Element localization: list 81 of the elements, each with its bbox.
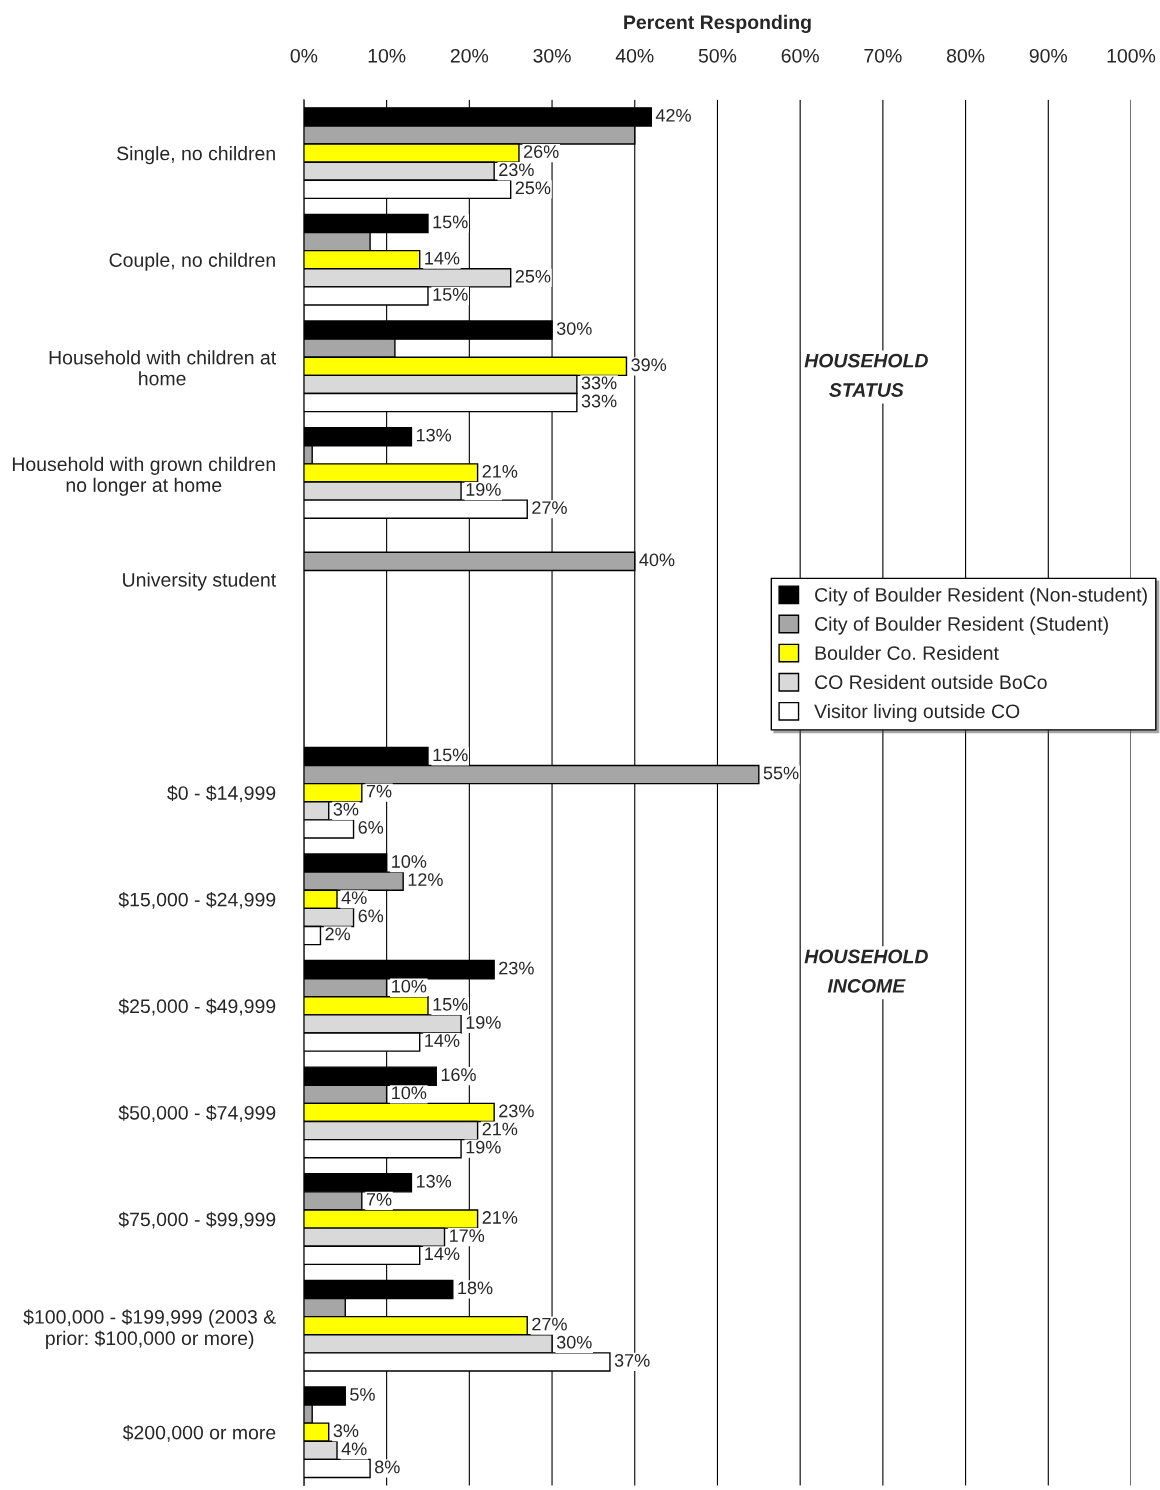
x-tick-label: 0% xyxy=(290,48,318,63)
data-label: 18% xyxy=(458,1281,493,1295)
data-label: 27% xyxy=(532,1317,567,1331)
x-tick-label: 60% xyxy=(781,48,819,63)
data-label: 15% xyxy=(433,748,468,762)
data-label: 8% xyxy=(375,1460,400,1474)
y-tick-label: Household with grown children no longer at home xyxy=(12,456,275,496)
data-label: 21% xyxy=(482,1122,518,1136)
data-label: 30% xyxy=(556,322,592,335)
data-label: 21% xyxy=(482,464,518,478)
data-label: 25% xyxy=(515,269,551,283)
data-label: 12% xyxy=(408,873,443,886)
y-tick-label: Single, no children xyxy=(117,146,275,165)
data-label: 23% xyxy=(499,1104,534,1118)
data-label: 21% xyxy=(482,1211,518,1224)
legend-label: City of Boulder Resident (Non-student) xyxy=(815,587,1147,606)
x-tick-label: 40% xyxy=(615,48,654,63)
legend-label: CO Resident outside BoCo xyxy=(815,674,1047,690)
data-label: 39% xyxy=(631,358,667,372)
x-tick-label: 100% xyxy=(1107,48,1156,63)
annotation: HOUSEHOLD INCOME xyxy=(804,949,928,993)
data-label: 17% xyxy=(450,1229,485,1242)
x-tick-label: 90% xyxy=(1029,48,1068,63)
legend-label: City of Boulder Resident (Student) xyxy=(815,616,1108,635)
data-label: 16% xyxy=(441,1068,476,1082)
data-label: 19% xyxy=(466,1016,501,1029)
y-tick-label: $15,000 - $24,999 xyxy=(118,891,276,909)
data-label: 10% xyxy=(392,979,427,993)
x-tick-label: 10% xyxy=(368,48,406,63)
data-label: 10% xyxy=(392,855,427,868)
data-label: 4% xyxy=(341,891,367,905)
data-label: 23% xyxy=(499,961,534,975)
data-label: 37% xyxy=(614,1353,650,1367)
data-label: 42% xyxy=(655,108,691,122)
data-label: 27% xyxy=(532,501,567,514)
data-label: 14% xyxy=(425,251,460,265)
legend-label: Boulder Co. Resident xyxy=(815,645,999,660)
annotation: HOUSEHOLD STATUS xyxy=(804,353,928,397)
data-label: 33% xyxy=(581,376,617,390)
data-label: 23% xyxy=(499,163,534,177)
y-tick-label: University student xyxy=(123,572,277,591)
y-tick-label: $25,000 - $49,999 xyxy=(118,998,276,1016)
y-tick-label: $0 - $14,999 xyxy=(167,785,276,803)
y-tick-label: Household with children at home xyxy=(49,350,277,386)
data-label: 4% xyxy=(341,1442,367,1456)
data-label: 13% xyxy=(416,1174,452,1188)
data-label: 15% xyxy=(433,215,468,229)
x-tick-label: 70% xyxy=(864,48,902,63)
data-label: 15% xyxy=(433,998,468,1011)
data-label: 40% xyxy=(639,553,675,567)
data-label: 33% xyxy=(581,394,617,408)
data-label: 25% xyxy=(515,181,551,195)
y-tick-label: $100,000 - $199,999 (2003 & prior: $100,000 or more) xyxy=(23,1309,276,1349)
x-tick-label: 80% xyxy=(946,48,985,63)
data-label: 3% xyxy=(333,802,359,816)
data-label: 6% xyxy=(358,909,384,923)
data-label: 5% xyxy=(350,1388,375,1401)
data-label: 15% xyxy=(433,288,468,301)
data-label: 19% xyxy=(466,1140,501,1154)
data-label: 26% xyxy=(524,145,559,158)
x-tick-label: 30% xyxy=(533,48,571,63)
legend-label: Visitor living outside CO xyxy=(814,703,1020,723)
data-label: 7% xyxy=(366,784,392,798)
y-tick-label: Couple, no children xyxy=(109,252,275,271)
x-tick-label: 50% xyxy=(698,48,737,63)
data-label: 30% xyxy=(556,1335,592,1349)
data-label: 13% xyxy=(416,428,452,442)
data-label: 3% xyxy=(333,1424,359,1438)
data-label: 7% xyxy=(366,1193,392,1206)
y-tick-label: $75,000 - $99,999 xyxy=(118,1211,276,1229)
x-tick-label: 20% xyxy=(450,48,489,63)
data-label: 19% xyxy=(466,483,501,496)
data-label: 14% xyxy=(425,1247,460,1261)
data-label: 2% xyxy=(325,927,351,941)
data-label: 55% xyxy=(763,766,799,780)
x-axis-title: Percent Responding xyxy=(624,14,811,34)
y-tick-label: $200,000 or more xyxy=(122,1424,276,1442)
y-tick-label: $50,000 - $74,999 xyxy=(118,1105,276,1122)
data-label: 14% xyxy=(425,1034,460,1047)
data-label: 10% xyxy=(392,1086,427,1100)
data-label: 6% xyxy=(358,820,384,834)
